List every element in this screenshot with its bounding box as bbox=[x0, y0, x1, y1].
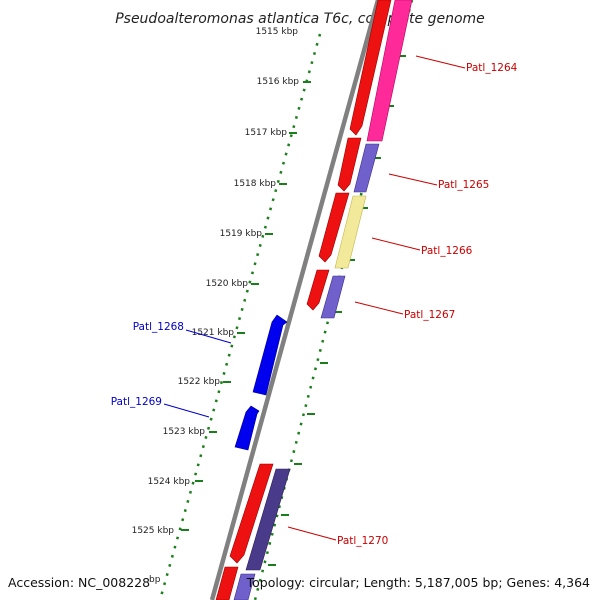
gene-patl-1267[interactable] bbox=[306, 269, 330, 311]
tick-label: 1524 kbp bbox=[148, 477, 191, 487]
reverse-strand-genes bbox=[234, 314, 288, 451]
cog-partial-bottom bbox=[233, 573, 256, 600]
page-title: Pseudoalteromonas atlantica T6c, complet… bbox=[115, 11, 485, 27]
tick-1524: 1524 kbp bbox=[148, 477, 203, 487]
tick-label: 1520 kbp bbox=[206, 279, 249, 289]
gene-patl-1265[interactable] bbox=[337, 137, 362, 192]
gene-patl-1270[interactable] bbox=[229, 463, 274, 564]
inner-ruler-ticks bbox=[268, 55, 406, 566]
ruler-ticks: 1515 kbp 1516 kbp 1517 kbp 1518 kbp 1519… bbox=[132, 27, 311, 536]
tick-1521: 1521 kbp bbox=[192, 328, 245, 338]
cog-patl-1265 bbox=[353, 143, 380, 193]
tick-label: 1522 kbp bbox=[178, 377, 221, 387]
accession-text: Accession: NC_008228 bbox=[8, 575, 150, 590]
gene-label-patl-1267[interactable]: Patl_1267 bbox=[404, 309, 455, 321]
gene-patl-1269[interactable] bbox=[234, 405, 260, 451]
forward-strand-genes bbox=[215, 0, 392, 600]
gene-patl-1264[interactable] bbox=[349, 0, 392, 136]
gene-label-patl-1268[interactable]: Patl_1268 bbox=[133, 321, 184, 333]
cog-patl-1266 bbox=[334, 195, 367, 269]
tick-1520: 1520 kbp bbox=[206, 279, 259, 289]
tick-label: 1521 kbp bbox=[192, 328, 235, 338]
tick-label: 1523 kbp bbox=[163, 427, 206, 437]
gene-patl-1268[interactable] bbox=[252, 314, 288, 396]
tick-1517: 1517 kbp bbox=[245, 128, 297, 138]
tick-label: 1519 kbp bbox=[220, 229, 263, 239]
gene-partial-bottom[interactable] bbox=[215, 566, 239, 600]
tick-label: 1518 kbp bbox=[234, 179, 277, 189]
topology-summary: Topology: circular; Length: 5,187,005 bp… bbox=[246, 575, 590, 590]
tick-1518: 1518 kbp bbox=[234, 179, 287, 189]
tick-1523: 1523 kbp bbox=[163, 427, 217, 437]
genome-backbone bbox=[209, 0, 381, 600]
gene-label-patl-1269[interactable]: Patl_1269 bbox=[111, 396, 162, 408]
tick-label: 1516 kbp bbox=[257, 77, 300, 87]
cog-patl-1267 bbox=[320, 275, 346, 319]
gene-patl-1266[interactable] bbox=[318, 192, 350, 263]
gene-label-patl-1264[interactable]: Patl_1264 bbox=[466, 62, 518, 74]
gene-labels: Patl_1264 Patl_1265 Patl_1266 Patl_1267 … bbox=[111, 55, 518, 547]
cog-category-ring bbox=[233, 0, 413, 600]
tick-1525: 1525 kbp bbox=[132, 526, 189, 536]
cog-patl-1264 bbox=[366, 0, 413, 142]
gene-label-patl-1265[interactable]: Patl_1265 bbox=[438, 179, 489, 191]
tick-1519: 1519 kbp bbox=[220, 229, 273, 239]
gene-label-patl-1266[interactable]: Patl_1266 bbox=[421, 245, 473, 257]
tick-label: 1517 kbp bbox=[245, 128, 288, 138]
outer-dotted-ruler bbox=[158, 33, 322, 600]
accession-bp-unit: bp bbox=[149, 575, 161, 585]
tick-label: 1515 kbp bbox=[256, 27, 299, 37]
cog-patl-1270 bbox=[245, 468, 291, 571]
tick-1516: 1516 kbp bbox=[257, 77, 311, 87]
tick-label: 1525 kbp bbox=[132, 526, 175, 536]
tick-1522: 1522 kbp bbox=[178, 377, 231, 387]
tick-1515: 1515 kbp bbox=[256, 27, 299, 37]
gene-label-patl-1270[interactable]: Patl_1270 bbox=[337, 535, 388, 547]
